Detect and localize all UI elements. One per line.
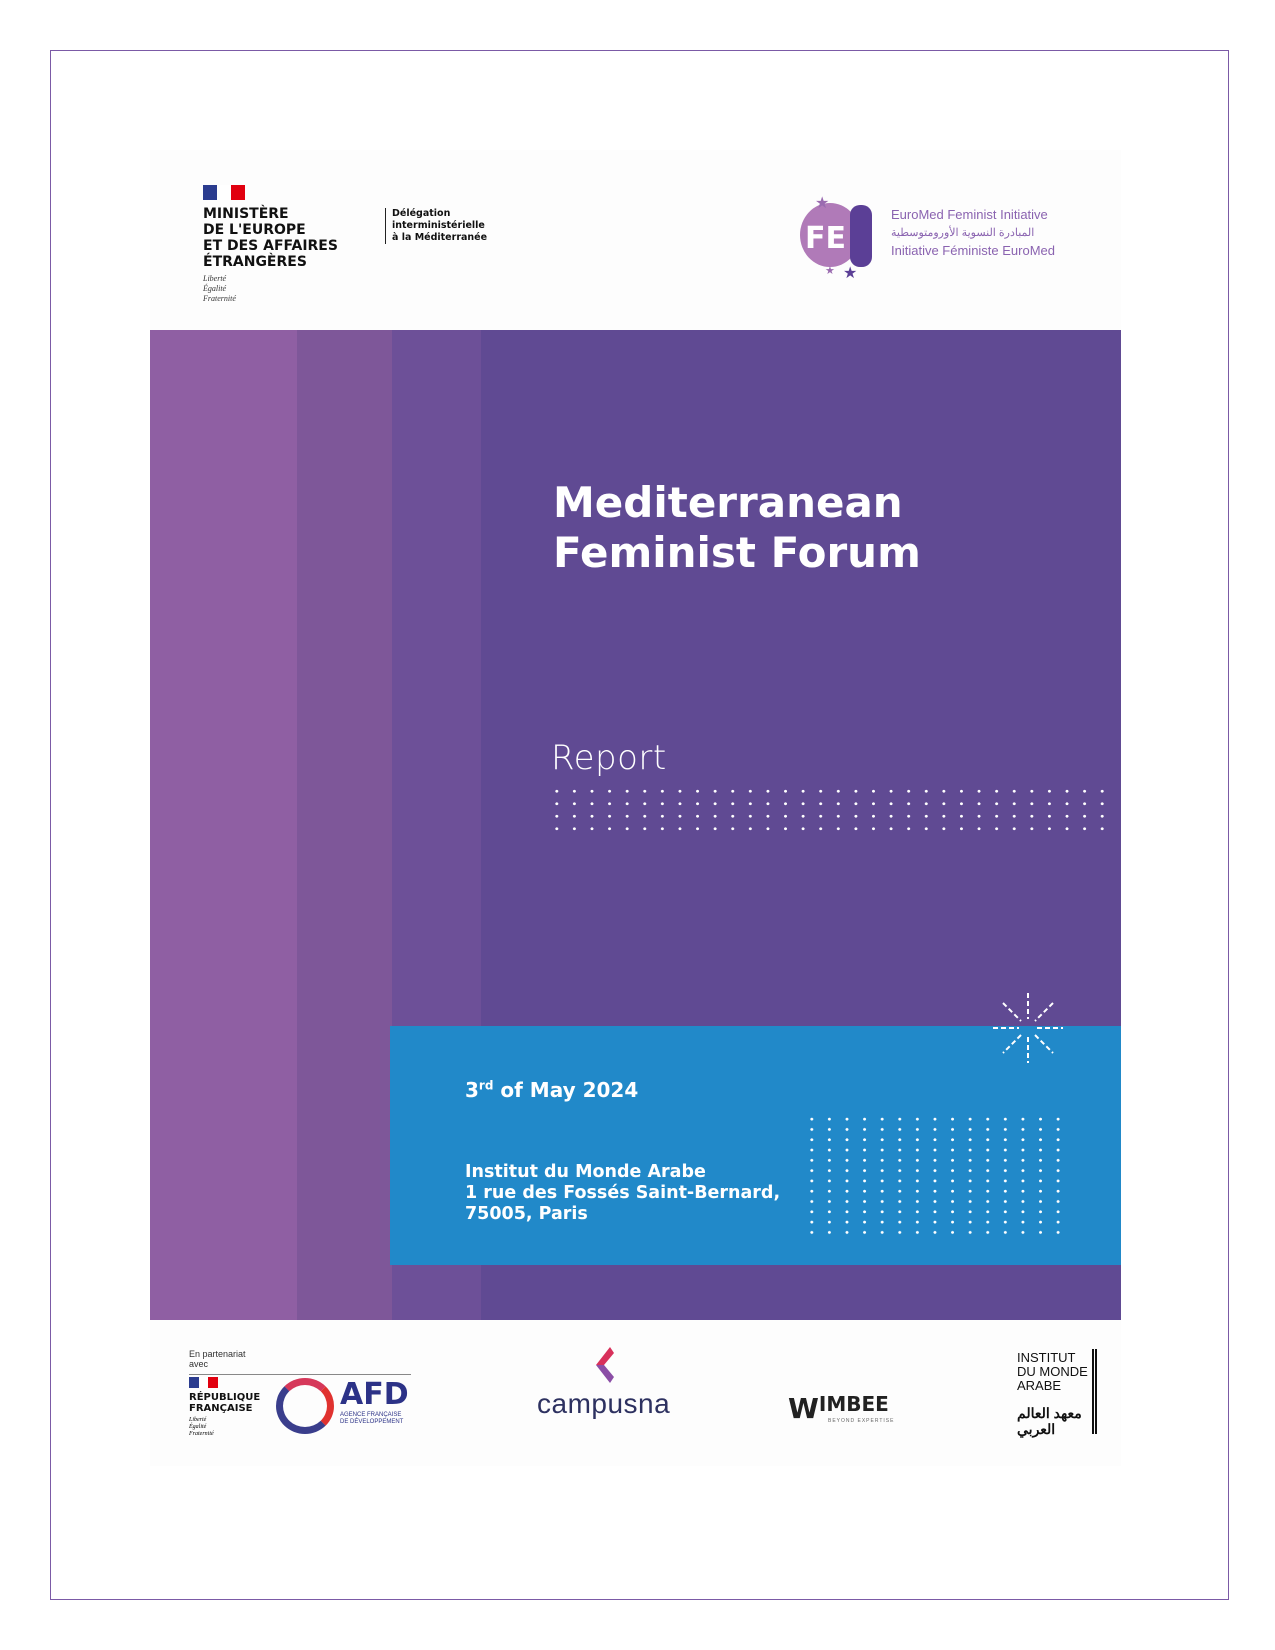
feei-monogram-icon: FE ★ ★ ★ [800,193,872,282]
delegation-line: à la Méditerranée [392,232,488,243]
ima-line: ARABE [1017,1378,1062,1393]
dot-grid-pattern [803,1114,1069,1238]
partner-label-line: En partenariat [189,1349,246,1359]
ima-line: INSTITUT [1017,1350,1076,1365]
campusna-chevron-icon [596,1347,614,1383]
feei-text: EuroMed Feminist Initiative المبادرة الن… [891,206,1055,260]
wimbee-logo: WIMBEE BEYOND EXPERTISE [788,1392,893,1425]
delegation-line: Délégation [392,208,451,219]
address-line: Institut du Monde Arabe [465,1162,706,1182]
wimbee-tagline: BEYOND EXPERTISE [828,1418,895,1424]
delegation-label: Délégation interministérielle à la Médit… [385,208,487,244]
campusna-logo: campusna [537,1388,671,1419]
cover-subtitle: Report [551,738,667,778]
motto-line: Liberté [203,274,227,283]
ministry-name-line: MINISTÈRE [203,206,289,222]
event-date: 3rd of May 2024 [465,1078,639,1102]
afd-sub-line: AGENCE FRANÇAISE [340,1412,402,1418]
title-line: Feminist Forum [553,528,921,577]
partner-label-line: avec [189,1359,209,1369]
motto-line: Égalité [203,284,227,293]
svg-text:FE: FE [805,221,846,256]
delegation-line: interministérielle [392,220,485,231]
ministry-name-line: ÉTRANGÈRES [203,254,307,270]
ima-line: DU MONDE [1017,1364,1088,1379]
page-border [50,50,1229,1600]
feei-line-en: EuroMed Feminist Initiative [891,207,1048,222]
svg-text:★: ★ [825,264,835,277]
address-line: 75005, Paris [465,1204,588,1224]
motto-line: Fraternité [203,294,236,303]
motto-line: Fraternité [189,1431,214,1437]
ima-arabic: معهد العالم العربي [1017,1405,1082,1437]
feei-logo: FE ★ ★ ★ [795,190,880,284]
afd-ring-icon [276,1378,334,1434]
marianne-flag-icon [203,185,245,200]
feei-line-fr: Initiative Féministe EuroMed [891,243,1056,258]
republique-line: RÉPUBLIQUE [189,1392,261,1403]
republique-line: FRANÇAISE [189,1403,253,1414]
afd-logo: AFD AGENCE FRANÇAISE DE DÉVELOPPEMENT [340,1380,409,1426]
motto-line: Liberté [189,1417,207,1423]
event-address: Institut du Monde Arabe 1 rue des Fossés… [465,1162,780,1225]
stripe [297,330,392,1320]
afd-text: AFD [340,1377,409,1412]
marianne-flag-icon [189,1377,219,1388]
republique-francaise-logo: RÉPUBLIQUE FRANÇAISE Liberté Égalité Fra… [189,1377,260,1438]
stripe [150,330,297,1320]
wimbee-w: W [788,1392,819,1425]
cover-title: Mediterranean Feminist Forum [553,478,921,578]
title-line: Mediterranean [553,478,903,527]
feei-line-ar: المبادرة النسوية الأورومتوسطية [891,227,1035,239]
partner-label: En partenariat avec [189,1349,411,1375]
ima-bar-icon [1092,1349,1097,1434]
starburst-icon [993,993,1063,1063]
svg-text:★: ★ [843,263,857,280]
address-line: 1 rue des Fossés Saint-Bernard, [465,1183,781,1203]
afd-sub-line: DE DÉVELOPPEMENT [340,1419,404,1425]
ministry-name-line: ET DES AFFAIRES [203,238,338,254]
motto-line: Égalité [189,1424,207,1430]
wimbee-text: IMBEE [818,1392,889,1416]
svg-text:★: ★ [815,193,829,212]
ministry-logo: MINISTÈRE DE L'EUROPE ET DES AFFAIRES ÉT… [203,185,338,304]
ima-logo: INSTITUT DU MONDE ARABE معهد العالم العر… [1017,1349,1097,1437]
dot-pattern [548,785,1114,831]
ministry-name-line: DE L'EUROPE [203,222,306,238]
